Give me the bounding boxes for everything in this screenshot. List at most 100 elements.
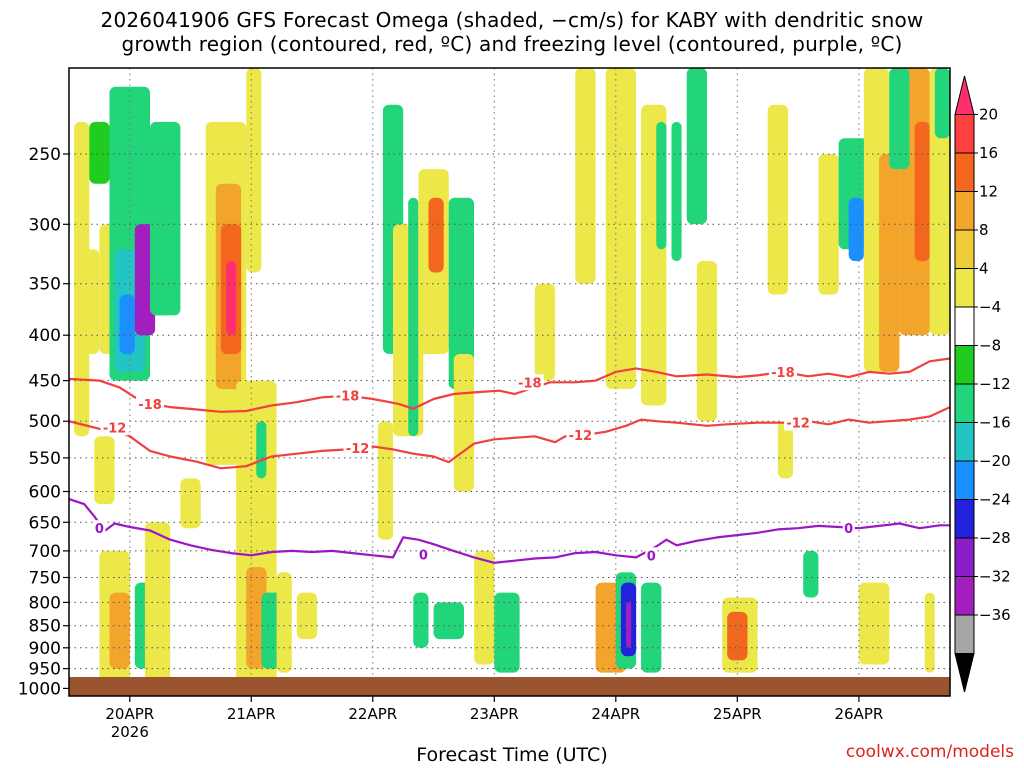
omega-cell-45	[641, 582, 662, 673]
omega-cell-9	[94, 436, 115, 505]
colorbar-swatch-12	[954, 537, 975, 577]
y-tick-label-500: 500	[29, 412, 61, 432]
ground-surface	[69, 677, 950, 696]
x-tick-label-0: 20APR	[105, 705, 154, 723]
colorbar-swatch-9	[954, 422, 975, 462]
contour-label-1-3: -12	[786, 417, 810, 432]
omega-cell-62	[879, 154, 900, 372]
y-tick-label-850: 850	[29, 617, 61, 637]
colorbar-label-12: −32	[979, 568, 1011, 586]
colorbar-label-4: 4	[979, 260, 989, 278]
y-tick-label-600: 600	[29, 483, 61, 503]
chart-title-line2: growth region (contoured, red, ºC) and f…	[121, 32, 903, 56]
contour-label-bg-0-1	[333, 387, 362, 404]
colorbar-swatch-1	[954, 114, 975, 154]
omega-cell-34	[413, 592, 429, 648]
colorbar: 20 16 12 8 4 −4 −8 −12 −16 −20 −24 −28 −32 −36	[954, 75, 1011, 693]
omega-cell-31	[428, 197, 444, 273]
omega-cell-48	[671, 121, 682, 262]
colorbar-label-8: −16	[979, 414, 1011, 432]
omega-cell-53	[767, 104, 788, 295]
omega-cell-32	[448, 197, 474, 390]
omega-cell-28	[377, 421, 394, 540]
y-axis: 2503003504004505005506006507007508008509…	[18, 145, 69, 699]
contour-label-1-0: -12	[103, 421, 127, 436]
y-tick-label-700: 700	[29, 542, 61, 562]
omega-cell-25	[296, 592, 318, 640]
contour-label-bg-1-3	[784, 414, 813, 431]
colorbar-label-2: 12	[979, 183, 998, 201]
omega-cell-68	[924, 592, 935, 673]
omega-cell-29	[408, 197, 419, 437]
omega-cell-14	[180, 478, 201, 529]
credit-link[interactable]: coolwx.com/models	[845, 742, 1014, 762]
colorbar-label-1: 16	[979, 144, 998, 162]
x-tick-label-6: 26APR	[834, 705, 883, 723]
x-tick-label-1: 21APR	[227, 705, 276, 723]
colorbar-bottom-arrow	[954, 653, 975, 693]
colorbar-label-11: −28	[979, 529, 1011, 547]
contour-label-bg-0-3	[768, 363, 797, 380]
colorbar-label-0: 20	[979, 106, 998, 124]
colorbar-swatch-14	[954, 614, 975, 654]
contour-label-2-2: 0	[647, 549, 656, 564]
y-tick-label-1000: 1000	[18, 679, 61, 699]
colorbar-swatch-4	[954, 229, 975, 269]
x-axis-title: Forecast Time (UTC)	[416, 744, 608, 766]
x-tick-label-4: 24APR	[591, 705, 640, 723]
contour-label-bg-1-0	[100, 419, 129, 436]
colorbar-label-9: −20	[979, 452, 1011, 470]
plot-frame	[68, 67, 951, 697]
omega-cell-66	[934, 68, 950, 139]
omega-cell-19	[246, 68, 262, 273]
chart-title-line1: 2026041906 GFS Forecast Omega (shaded, −…	[100, 8, 924, 32]
colorbar-swatch-6	[954, 306, 975, 346]
x-tick-label-2: 22APR	[348, 705, 397, 723]
omega-cell-22	[256, 421, 267, 479]
omega-cell-39	[575, 68, 596, 284]
omega-cell-47	[656, 121, 667, 250]
grid-lines	[69, 68, 950, 696]
y-tick-label-800: 800	[29, 593, 61, 613]
contour-label-0-0: -18	[138, 398, 162, 413]
omega-cell-52	[727, 611, 748, 661]
colorbar-swatch-8	[954, 383, 975, 423]
y-tick-label-750: 750	[29, 569, 61, 589]
contour-line-2	[69, 498, 950, 564]
contour-label-bg-0-2	[515, 374, 544, 391]
colorbar-label-6: −8	[979, 337, 1001, 355]
colorbar-label-13: −36	[979, 606, 1011, 624]
omega-cell-35	[433, 602, 464, 640]
omega-cell-37	[494, 592, 520, 673]
contour-label-1-2: -12	[569, 429, 593, 444]
omega-cell-18	[226, 261, 237, 336]
colorbar-swatch-11	[954, 499, 975, 539]
contour-label-bg-0-0	[136, 395, 164, 412]
x-tick-label-3: 23APR	[470, 705, 519, 723]
omega-cell-40	[605, 68, 637, 389]
x-tick-label-5: 25APR	[713, 705, 762, 723]
omega-cell-1	[79, 249, 100, 354]
contour-label-bg-2-1	[417, 546, 430, 563]
omega-cell-36	[474, 550, 495, 665]
omega-cell-58	[848, 197, 864, 261]
y-tick-label-250: 250	[29, 145, 61, 165]
y-tick-label-650: 650	[29, 513, 61, 533]
omega-cell-61	[858, 582, 890, 665]
omega-cell-11	[109, 592, 130, 669]
y-tick-label-400: 400	[29, 326, 61, 346]
omega-cell-8	[150, 121, 181, 316]
omega-cell-13	[144, 522, 171, 689]
contour-label-0-3: -18	[771, 366, 795, 381]
colorbar-label-5: −4	[979, 298, 1001, 316]
omega-cell-64	[914, 121, 930, 262]
contour-lines: -18 -18 -18 -18 -12 -12 -12 -12 0 0 0 0	[69, 357, 950, 564]
contour-label-bg-1-1	[343, 440, 372, 456]
colorbar-swatch-13	[954, 576, 975, 616]
contour-line-0	[69, 357, 950, 413]
omega-cell-50	[696, 261, 718, 422]
colorbar-label-7: −12	[979, 375, 1011, 393]
contour-label-0-1: -18	[336, 390, 360, 405]
x-tick-sublabel-0: 2026	[111, 723, 149, 741]
